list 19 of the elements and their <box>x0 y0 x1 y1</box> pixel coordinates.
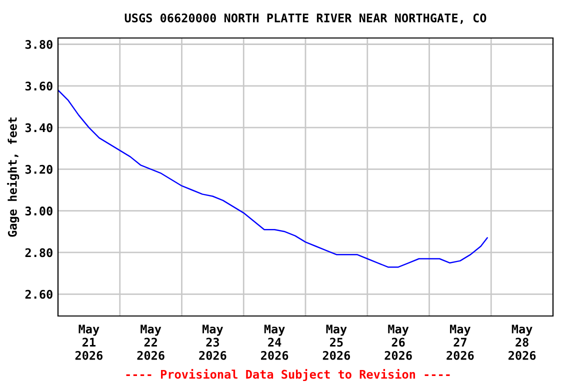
chart-title: USGS 06620000 NORTH PLATTE RIVER NEAR NORTHGATE, CO <box>124 13 486 24</box>
x-tick-label: May 26 2026 <box>384 324 412 360</box>
x-tick-label: May 22 2026 <box>137 324 164 360</box>
y-tick-label: 3.80 <box>25 40 52 49</box>
text: ---- Provisional Data Subject to Revision ---- <box>126 368 450 382</box>
x-tick-label: May 25 2026 <box>322 324 350 360</box>
x-tick-label: May 23 2026 <box>199 324 226 360</box>
y-tick-label: 3.20 <box>25 164 52 174</box>
y-tick-label: 3.00 <box>25 206 52 216</box>
x-tick-label: May 21 2026 <box>75 324 103 360</box>
y-tick-label: 3.60 <box>25 82 52 91</box>
y-tick-label: 2.60 <box>25 290 52 299</box>
y-axis-title: Gage height, feet <box>7 118 20 237</box>
x-tick-label: May 27 2026 <box>446 324 474 360</box>
line-series <box>58 89 488 268</box>
x-tick-label: May 24 2026 <box>261 324 288 360</box>
y-tick-label: 2.80 <box>25 248 52 258</box>
y-tick-label: 3.40 <box>25 123 52 132</box>
x-tick-label: May 28 2026 <box>508 324 536 360</box>
